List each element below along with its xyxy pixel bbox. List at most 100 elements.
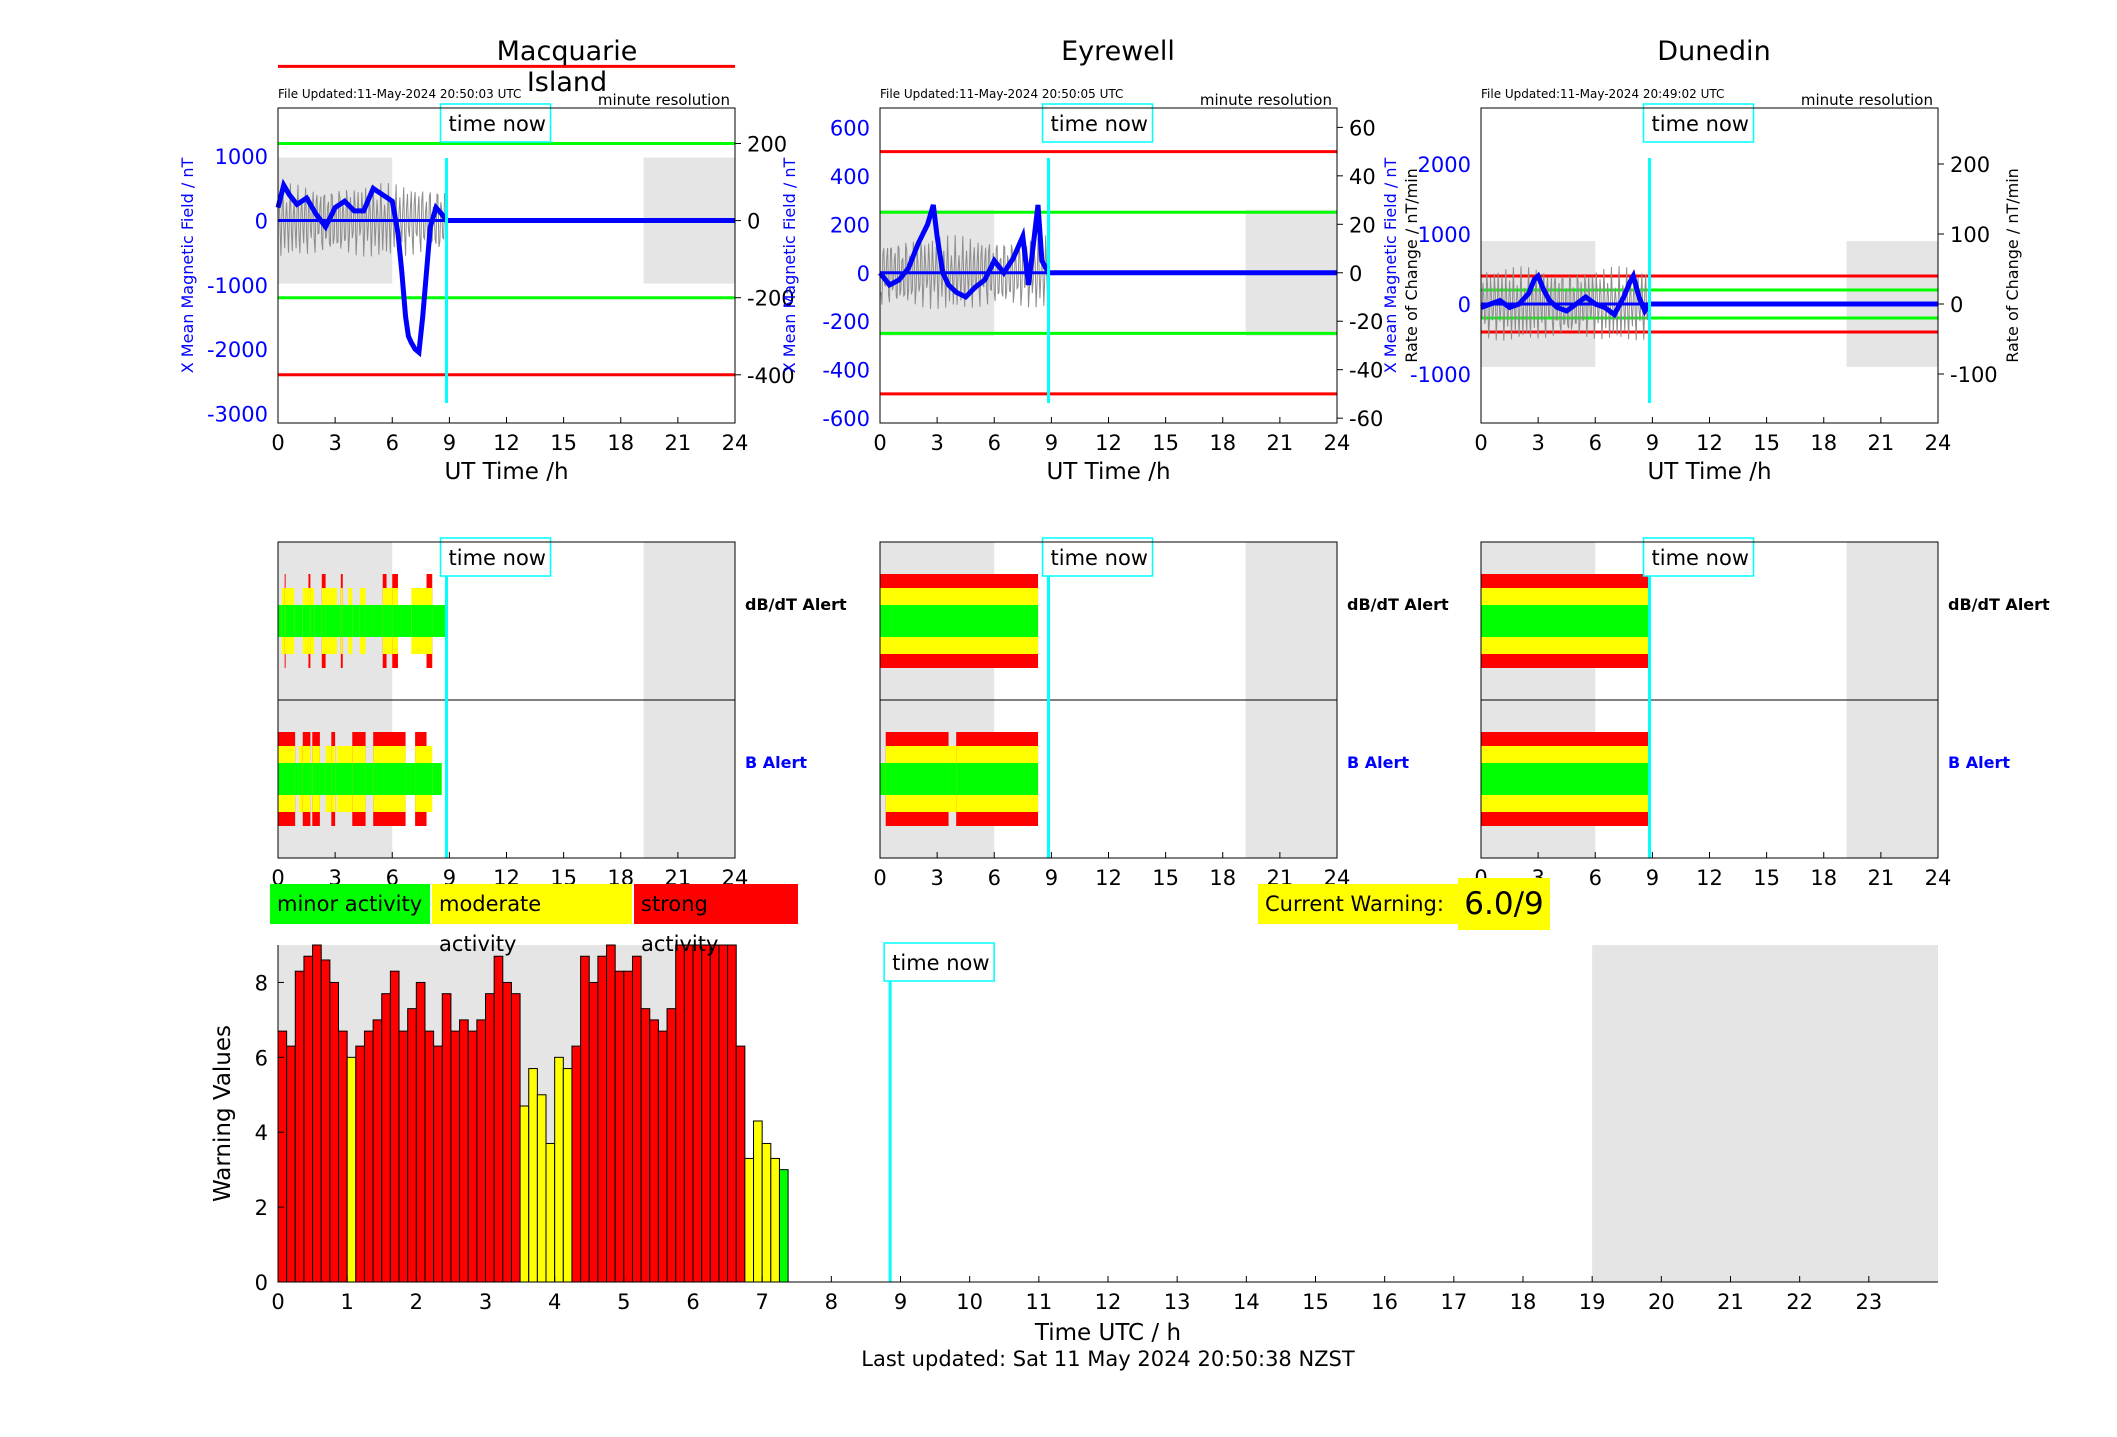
- warning-bar: [692, 944, 703, 1283]
- x-tick-label: 18: [1209, 866, 1236, 890]
- dbdt-minor-band: [284, 605, 286, 637]
- current-warning-value: 6.0/9: [1458, 878, 1550, 930]
- file-updated-text: File Updated:11-May-2024 20:49:02 UTC: [1481, 87, 1724, 101]
- y2-tick-label: 40: [1349, 165, 1376, 189]
- x-tick-label: 3: [328, 431, 341, 455]
- b-alert-minor-band: [352, 763, 366, 795]
- dbdt-minor-band: [310, 605, 315, 637]
- x-tick-label: 0: [873, 431, 886, 455]
- x-tick-label: 12: [1696, 866, 1723, 890]
- x-tick-label: 18: [1810, 431, 1837, 455]
- resolution-text: minute resolution: [598, 91, 730, 109]
- x-axis-label: UT Time /h: [1647, 459, 1771, 485]
- x-tick-label: 21: [1717, 1290, 1744, 1314]
- x-tick-label: 24: [1925, 431, 1952, 455]
- dbdt-minor-band: [337, 605, 341, 637]
- b-alert-minor-band: [432, 763, 442, 795]
- warning-bar: [476, 1019, 486, 1283]
- dbdt-alert-label: dB/dT Alert: [1948, 595, 2050, 614]
- warning-bar: [286, 1045, 296, 1283]
- warning-bar: [631, 955, 642, 1283]
- warning-bar: [623, 970, 633, 1283]
- x-tick-label: 6: [1589, 866, 1602, 890]
- warning-bar: [640, 1008, 651, 1283]
- x-tick-label: 12: [493, 431, 520, 455]
- x-tick-label: 6: [988, 866, 1001, 890]
- warning-bar: [441, 993, 452, 1283]
- y-tick-label: 0: [1458, 293, 1471, 317]
- time-now-label: time now: [1652, 546, 1749, 570]
- y-axis-label: X Mean Magnetic Field / nT: [780, 158, 799, 374]
- warning-bar: [277, 1030, 288, 1283]
- dbdt-minor-band: [342, 605, 349, 637]
- x-tick-label: 12: [1095, 866, 1122, 890]
- b-alert-label: B Alert: [1948, 753, 2010, 772]
- y-tick-label: 8: [255, 971, 268, 995]
- dbdt-minor-band: [365, 605, 383, 637]
- x-tick-label: 18: [607, 431, 634, 455]
- x-tick-label: 9: [894, 1290, 907, 1314]
- y-tick-label: -1000: [1410, 363, 1471, 387]
- dbdt-minor-band: [285, 605, 295, 637]
- x-tick-label: 21: [665, 431, 692, 455]
- dbdt-minor-band: [281, 605, 285, 637]
- y-tick-label: -400: [822, 359, 870, 383]
- warning-bar: [450, 1030, 461, 1283]
- warning-bar: [424, 1030, 435, 1283]
- y-tick-label: 2: [255, 1196, 268, 1220]
- x-tick-label: 6: [988, 431, 1001, 455]
- y2-tick-label: 0: [1349, 262, 1362, 286]
- warning-bar: [338, 1030, 348, 1283]
- legend-strong-activity: strong activity: [634, 884, 798, 956]
- night-shading: [1592, 945, 1938, 1282]
- x-tick-label: 2: [410, 1290, 423, 1314]
- warning-bar: [701, 944, 711, 1283]
- legend-moderate-activity: moderate activity: [432, 884, 632, 956]
- x-tick-label: 3: [930, 431, 943, 455]
- time-now-label: time now: [1652, 112, 1749, 136]
- b-alert-minor-band: [295, 763, 299, 795]
- b-alert-minor-band: [373, 763, 406, 795]
- x-tick-label: 9: [1646, 866, 1659, 890]
- time-now-box: [1642, 103, 1755, 143]
- dbdt-minor-band: [411, 605, 427, 637]
- b-alert-minor-band: [319, 763, 326, 795]
- time-now-box: [1642, 537, 1755, 577]
- time-now-label: time now: [1051, 546, 1148, 570]
- warning-bar: [372, 1019, 383, 1283]
- dbdt-minor-band: [426, 605, 433, 637]
- warning-bar: [303, 955, 314, 1283]
- rate-of-change-line: [1481, 266, 1650, 341]
- warning-bar: [580, 955, 590, 1283]
- warning-bar: [467, 1030, 478, 1283]
- warning-bar: [363, 1030, 374, 1283]
- b-alert-minor-band: [880, 763, 886, 795]
- x-tick-label: 18: [1510, 1290, 1537, 1314]
- x-tick-label: 9: [1045, 431, 1058, 455]
- b-alert-label: B Alert: [1347, 753, 1409, 772]
- b-alert-minor-band: [948, 763, 957, 795]
- y-tick-label: 4: [255, 1121, 268, 1145]
- time-now-label: time now: [892, 951, 989, 975]
- warning-bar: [657, 1030, 668, 1283]
- y-tick-label: -600: [822, 407, 870, 431]
- x-tick-label: 10: [956, 1290, 983, 1314]
- x-tick-label: 9: [1646, 431, 1659, 455]
- x-tick-label: 0: [271, 1290, 284, 1314]
- dbdt-minor-band: [325, 605, 338, 637]
- warning-bar: [718, 944, 729, 1283]
- time-now-label: time now: [449, 112, 546, 136]
- dbdt-minor-band: [397, 605, 412, 637]
- x-tick-label: 4: [548, 1290, 561, 1314]
- y2-tick-label: -200: [747, 287, 795, 311]
- x-tick-label: 11: [1025, 1290, 1052, 1314]
- x-tick-label: 16: [1371, 1290, 1398, 1314]
- y-tick-label: -3000: [207, 402, 268, 426]
- y-tick-label: 1000: [215, 145, 268, 169]
- warning-bar: [355, 1045, 365, 1283]
- x-tick-label: 21: [1868, 431, 1895, 455]
- warning-bar: [510, 993, 521, 1283]
- x-tick-label: 0: [873, 866, 886, 890]
